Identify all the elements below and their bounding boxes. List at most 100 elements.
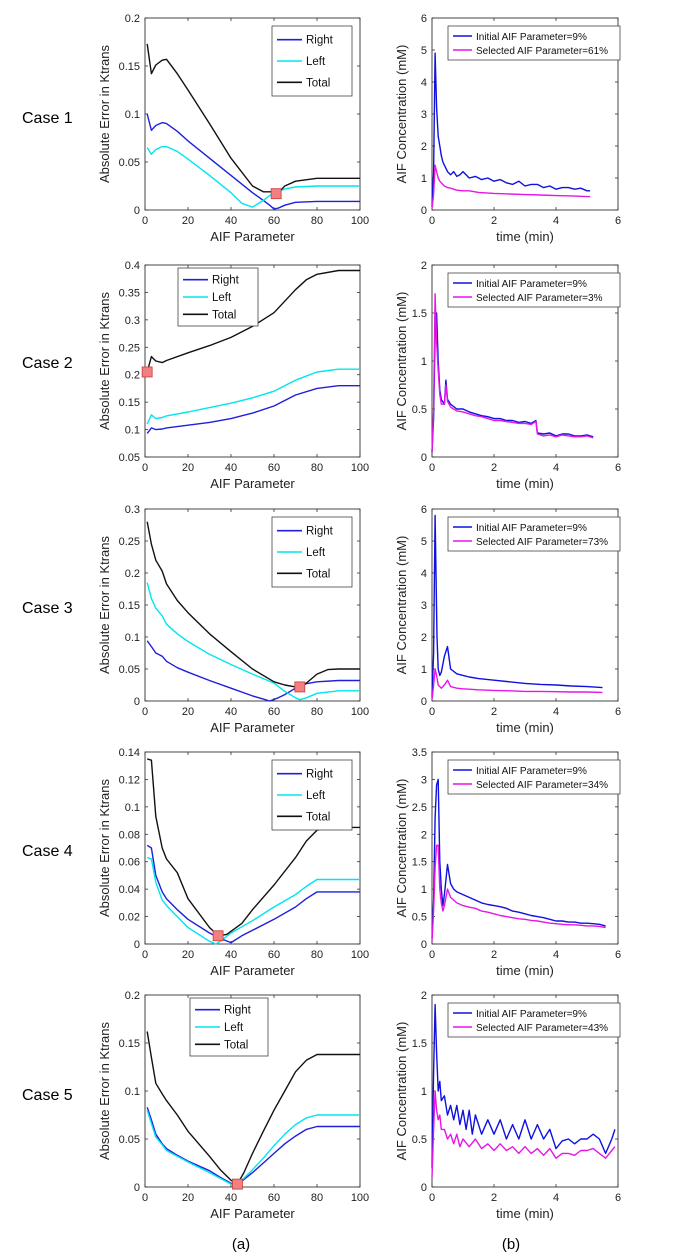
plot-frame xyxy=(144,751,361,945)
x-tick-label: 0 xyxy=(429,462,435,474)
chart-7: 0 20 40 60 80 100 0 0.02 0.04 0.06 0.08 0.1 0.12 0.14… xyxy=(97,747,369,978)
x-tick-label: 0 xyxy=(429,706,435,718)
legend-entry: Selected AIF Parameter=3% xyxy=(476,293,603,304)
y-tick-label: 0.15 xyxy=(119,397,140,409)
legend-entry: Total xyxy=(306,811,330,823)
y-tick-label: 0 xyxy=(134,696,140,708)
series-line-left xyxy=(146,856,360,945)
y-tick-label: 1.5 xyxy=(412,1038,427,1050)
x-axis-label: time (min) xyxy=(496,476,554,491)
x-axis-label: time (min) xyxy=(496,963,554,978)
y-tick-label: 2 xyxy=(421,829,427,841)
y-tick-label: 2 xyxy=(421,260,427,272)
plot-frame xyxy=(431,751,619,945)
series-line-total xyxy=(146,269,360,373)
x-tick-label: 6 xyxy=(615,949,621,961)
x-tick-label: 6 xyxy=(615,706,621,718)
series-line-left xyxy=(146,145,360,208)
series-line-initial-aif-parameter-9- xyxy=(431,778,606,939)
y-tick-label: 2 xyxy=(421,141,427,153)
legend-box xyxy=(447,1002,621,1038)
x-tick-label: 0 xyxy=(429,949,435,961)
y-tick-label: 5 xyxy=(421,536,427,548)
y-tick-label: 0.3 xyxy=(125,504,140,516)
y-tick-label: 3 xyxy=(421,774,427,786)
x-axis-label: AIF Parameter xyxy=(210,229,295,244)
x-axis-label: time (min) xyxy=(496,720,554,735)
y-tick-label: 0.15 xyxy=(119,1038,140,1050)
selected-parameter-marker xyxy=(294,681,306,693)
x-tick-label: 0 xyxy=(142,1192,148,1204)
series-line-initial-aif-parameter-9- xyxy=(431,312,594,453)
x-tick-label: 0 xyxy=(429,215,435,227)
y-tick-label: 0.5 xyxy=(412,912,427,924)
legend: Right Left Total xyxy=(271,759,353,831)
selected-parameter-marker xyxy=(141,366,153,378)
y-tick-label: 0.2 xyxy=(125,990,140,1002)
y-axis-label: AIF Concentration (mM) xyxy=(394,536,409,675)
case-label: Case 3 xyxy=(22,600,73,617)
y-tick-label: 0.06 xyxy=(119,857,140,869)
plot-frame xyxy=(144,264,361,458)
x-tick-label: 4 xyxy=(553,706,559,718)
x-tick-label: 2 xyxy=(491,706,497,718)
legend-entry: Left xyxy=(306,790,326,802)
y-tick-label: 2 xyxy=(421,632,427,644)
y-tick-label: 4 xyxy=(421,568,427,580)
x-tick-label: 60 xyxy=(268,949,280,961)
y-tick-label: 0.5 xyxy=(412,404,427,416)
legend-entry: Left xyxy=(306,547,326,559)
legend-entry: Left xyxy=(212,292,232,304)
x-tick-label: 20 xyxy=(182,462,194,474)
series-line-selected-aif-parameter-43- xyxy=(431,1090,616,1178)
series-line-selected-aif-parameter-61- xyxy=(431,164,591,209)
x-tick-label: 20 xyxy=(182,1192,194,1204)
x-tick-label: 60 xyxy=(268,215,280,227)
series-line-total xyxy=(146,43,360,194)
series-line-initial-aif-parameter-9- xyxy=(431,1003,616,1168)
y-tick-label: 0.05 xyxy=(119,452,140,464)
legend-entry: Right xyxy=(306,769,334,781)
legend: Right Left Total xyxy=(189,997,269,1057)
x-axis-label: AIF Parameter xyxy=(210,1206,295,1221)
series-line-right xyxy=(146,385,360,434)
y-tick-label: 1 xyxy=(421,884,427,896)
legend-entry: Right xyxy=(306,35,334,47)
x-tick-label: 0 xyxy=(142,462,148,474)
y-axis-label: AIF Concentration (mM) xyxy=(394,45,409,184)
x-axis-label: time (min) xyxy=(496,229,554,244)
y-axis-label: Absolute Error in Ktrans xyxy=(97,779,112,918)
chart-1: 0 20 40 60 80 100 0 0.05 0.1 0.15 0.2 AIF Parameter… xyxy=(97,13,369,244)
y-tick-label: 0 xyxy=(421,1182,427,1194)
chart-9: 0 20 40 60 80 100 0 0.05 0.1 0.15 0.2 AIF Parameter… xyxy=(97,990,369,1221)
y-tick-label: 1 xyxy=(421,664,427,676)
legend-entry: Total xyxy=(224,1039,248,1051)
chart-2: 0 2 4 6 0 1 2 3 4 5 6 time (min) AIF Concentration (… xyxy=(394,13,621,244)
case-label: Case 5 xyxy=(22,1087,73,1104)
y-tick-label: 0.05 xyxy=(119,157,140,169)
case-label: Case 4 xyxy=(22,843,73,860)
y-tick-label: 0 xyxy=(421,696,427,708)
y-tick-label: 0.02 xyxy=(119,912,140,924)
series-line-total xyxy=(146,521,360,688)
y-tick-label: 1 xyxy=(421,356,427,368)
x-tick-label: 6 xyxy=(615,1192,621,1204)
chart-4: 0 2 4 6 0 0.5 1 1.5 2 time (min) AIF Concentration… xyxy=(394,260,621,491)
x-tick-label: 100 xyxy=(351,706,369,718)
x-tick-label: 4 xyxy=(553,949,559,961)
legend-entry: Total xyxy=(212,309,236,321)
y-tick-label: 3.5 xyxy=(412,747,427,759)
y-tick-label: 0.1 xyxy=(125,632,140,644)
x-tick-label: 2 xyxy=(491,462,497,474)
y-tick-label: 0 xyxy=(421,939,427,951)
legend-entry: Selected AIF Parameter=43% xyxy=(476,1023,608,1034)
x-tick-label: 100 xyxy=(351,1192,369,1204)
y-tick-label: 0 xyxy=(134,1182,140,1194)
y-tick-label: 0.1 xyxy=(125,109,140,121)
x-tick-label: 40 xyxy=(225,949,237,961)
x-tick-label: 80 xyxy=(311,949,323,961)
x-tick-label: 4 xyxy=(553,462,559,474)
series-line-selected-aif-parameter-73- xyxy=(431,668,603,700)
y-tick-label: 0.08 xyxy=(119,829,140,841)
